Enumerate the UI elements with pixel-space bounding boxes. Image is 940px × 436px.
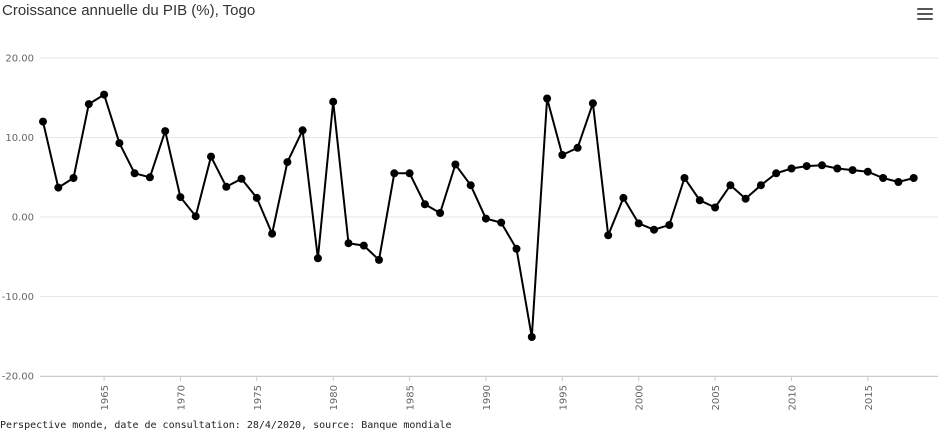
data-point[interactable] (54, 183, 63, 192)
data-point[interactable] (420, 200, 429, 209)
y-axis-ticks: 20.00 10.00 0.00 -10.00 -20.00 (2, 54, 34, 383)
data-point[interactable] (695, 196, 704, 205)
data-point[interactable] (100, 90, 109, 99)
data-point[interactable] (665, 221, 674, 229)
data-point[interactable] (130, 169, 139, 178)
data-point[interactable] (680, 174, 689, 182)
y-tick-label: 0.00 (12, 213, 34, 224)
data-point[interactable] (283, 158, 292, 167)
x-tick-label: 2010 (787, 385, 798, 410)
x-tick-label: 1965 (100, 385, 111, 410)
data-point[interactable] (527, 333, 536, 341)
data-point[interactable] (848, 166, 857, 175)
chart-title: Croissance annuelle du PIB (%), Togo (2, 2, 256, 19)
x-tick-label: 1975 (253, 385, 264, 410)
y-tick-label: -20.00 (2, 372, 34, 383)
data-point[interactable] (313, 254, 322, 263)
y-tick-label: 10.00 (5, 133, 34, 144)
y-tick-label: 20.00 (5, 54, 34, 65)
data-point[interactable] (252, 193, 261, 202)
data-point[interactable] (344, 239, 353, 248)
data-point[interactable] (802, 162, 811, 171)
data-point[interactable] (787, 164, 796, 173)
data-point[interactable] (237, 174, 246, 183)
data-point[interactable] (436, 209, 445, 217)
x-tick-label: 2000 (635, 385, 646, 410)
data-point[interactable] (268, 229, 277, 238)
x-tick-label: 1980 (329, 385, 340, 410)
data-point[interactable] (512, 244, 521, 253)
data-point[interactable] (329, 97, 338, 106)
data-point[interactable] (497, 218, 506, 227)
data-point[interactable] (726, 181, 735, 190)
data-point[interactable] (863, 167, 872, 176)
data-points (39, 90, 918, 341)
data-point[interactable] (176, 193, 185, 202)
data-point[interactable] (543, 94, 552, 103)
data-point[interactable] (909, 174, 918, 182)
data-point[interactable] (588, 99, 597, 108)
data-point[interactable] (298, 126, 307, 135)
x-tick-label: 2005 (711, 385, 722, 410)
data-point[interactable] (207, 152, 215, 161)
data-point[interactable] (573, 143, 582, 152)
data-point[interactable] (650, 225, 658, 234)
data-point[interactable] (894, 178, 903, 186)
data-point[interactable] (84, 100, 93, 109)
data-point[interactable] (359, 241, 368, 250)
data-point[interactable] (481, 214, 490, 223)
data-point[interactable] (69, 174, 78, 182)
y-tick-label: -10.00 (2, 292, 34, 303)
data-point[interactable] (756, 181, 765, 190)
data-point[interactable] (375, 255, 383, 264)
hamburger-icon[interactable] (917, 8, 933, 22)
x-tick-label: 1985 (406, 385, 417, 410)
data-point[interactable] (161, 127, 170, 136)
x-tick-label: 2015 (864, 385, 875, 410)
data-point[interactable] (604, 231, 613, 240)
data-point[interactable] (466, 181, 475, 190)
data-point[interactable] (390, 169, 399, 178)
data-point[interactable] (39, 117, 47, 126)
series-line (42, 93, 914, 338)
data-point[interactable] (741, 194, 750, 203)
data-point[interactable] (772, 169, 781, 178)
data-point[interactable] (818, 161, 826, 170)
source-note: Perspective monde, date de consultation:… (0, 420, 452, 431)
data-point[interactable] (451, 160, 460, 169)
data-point[interactable] (145, 173, 154, 182)
data-point[interactable] (711, 203, 720, 212)
data-point[interactable] (222, 182, 231, 191)
data-point[interactable] (634, 219, 643, 228)
x-tick-label: 1970 (176, 385, 187, 410)
data-point[interactable] (191, 212, 200, 221)
data-point[interactable] (879, 174, 888, 182)
data-point[interactable] (558, 151, 567, 159)
x-axis-ticks: 1965 1970 1975 1980 1985 1990 1995 2000 2005 2010… (100, 376, 875, 410)
x-tick-label: 1995 (558, 385, 569, 410)
data-point[interactable] (833, 164, 842, 173)
data-point[interactable] (405, 169, 414, 178)
x-tick-label: 1990 (482, 385, 493, 410)
data-point[interactable] (619, 193, 628, 202)
data-point[interactable] (115, 139, 124, 148)
